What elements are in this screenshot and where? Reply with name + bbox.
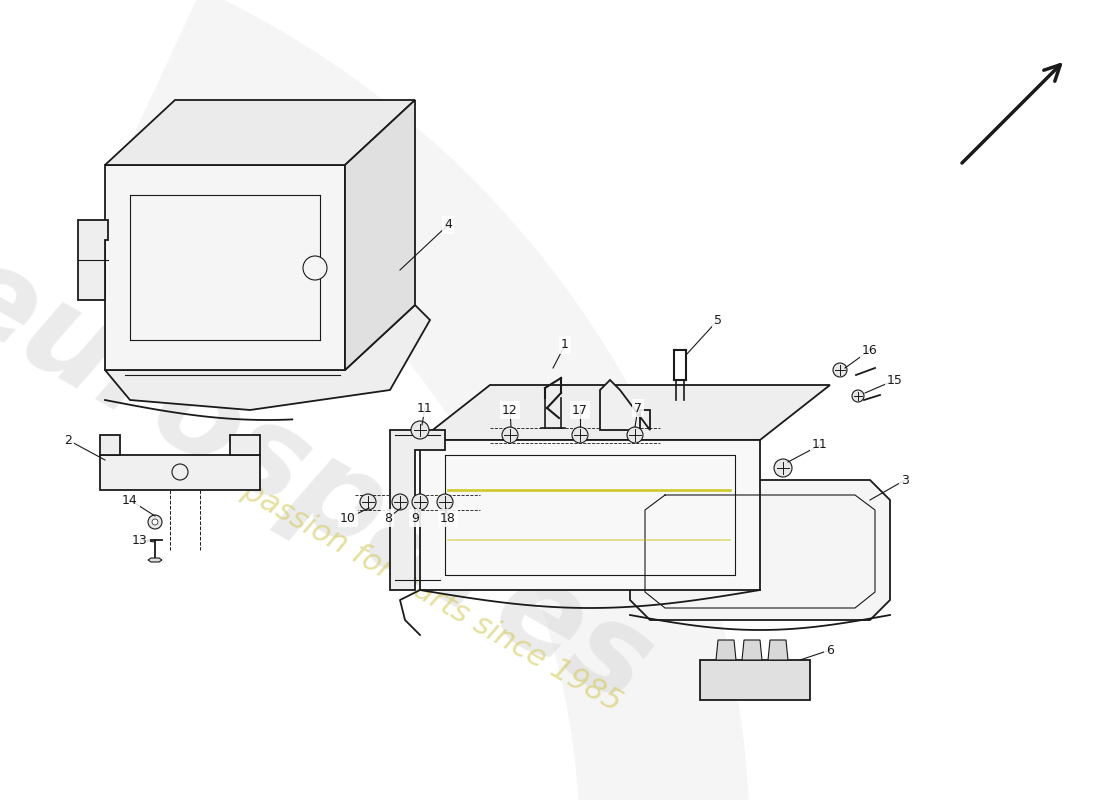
Text: 7: 7	[634, 402, 642, 414]
Circle shape	[572, 427, 588, 443]
Text: 4: 4	[444, 218, 452, 231]
Text: 11: 11	[417, 402, 433, 414]
Polygon shape	[390, 430, 446, 590]
Polygon shape	[104, 165, 345, 370]
Text: 12: 12	[502, 403, 518, 417]
Circle shape	[852, 390, 864, 402]
Polygon shape	[104, 100, 415, 165]
Circle shape	[833, 363, 847, 377]
Text: 13: 13	[132, 534, 147, 546]
Polygon shape	[420, 385, 830, 440]
Circle shape	[148, 515, 162, 529]
Circle shape	[360, 494, 376, 510]
Circle shape	[392, 494, 408, 510]
Polygon shape	[600, 380, 650, 430]
Text: 1: 1	[561, 338, 569, 351]
Text: 11: 11	[812, 438, 828, 451]
Polygon shape	[716, 640, 736, 660]
Polygon shape	[100, 435, 120, 455]
Text: 18: 18	[440, 511, 455, 525]
Circle shape	[302, 256, 327, 280]
Circle shape	[172, 464, 188, 480]
Polygon shape	[148, 558, 162, 562]
Circle shape	[411, 421, 429, 439]
Polygon shape	[742, 640, 762, 660]
Polygon shape	[700, 660, 810, 700]
Text: eurospares: eurospares	[0, 230, 672, 730]
Circle shape	[152, 519, 158, 525]
Text: 15: 15	[887, 374, 903, 386]
Polygon shape	[104, 305, 430, 410]
Polygon shape	[100, 455, 260, 490]
Text: 16: 16	[862, 343, 878, 357]
Text: 8: 8	[384, 511, 392, 525]
Text: 5: 5	[714, 314, 722, 326]
Circle shape	[412, 494, 428, 510]
Text: 10: 10	[340, 511, 356, 525]
Text: 2: 2	[64, 434, 72, 446]
Circle shape	[627, 427, 644, 443]
Text: 17: 17	[572, 403, 587, 417]
Polygon shape	[345, 100, 415, 370]
Text: a passion for parts since 1985: a passion for parts since 1985	[213, 462, 627, 718]
Polygon shape	[768, 640, 788, 660]
Circle shape	[502, 427, 518, 443]
Polygon shape	[630, 480, 890, 620]
Text: 14: 14	[122, 494, 138, 506]
Polygon shape	[130, 0, 750, 800]
Polygon shape	[230, 435, 260, 455]
Polygon shape	[78, 220, 108, 300]
Text: 3: 3	[901, 474, 909, 486]
Polygon shape	[420, 440, 760, 590]
Text: 9: 9	[411, 511, 419, 525]
Circle shape	[437, 494, 453, 510]
Circle shape	[774, 459, 792, 477]
Text: 6: 6	[826, 643, 834, 657]
